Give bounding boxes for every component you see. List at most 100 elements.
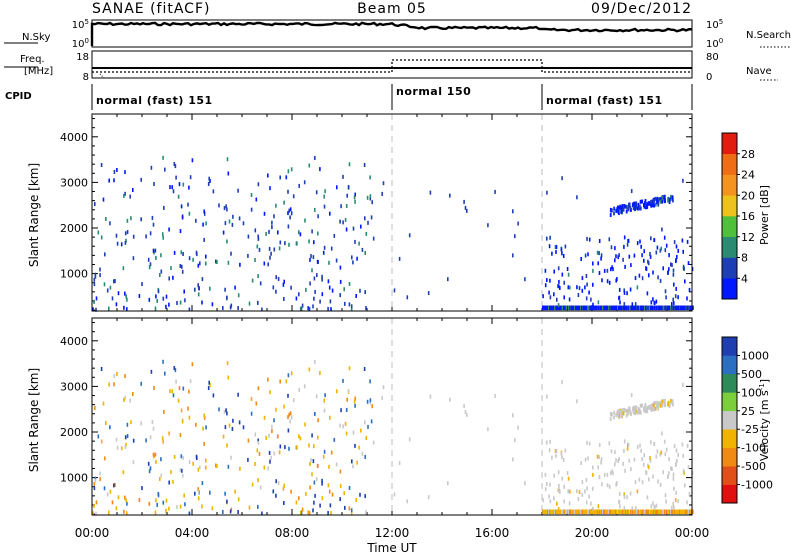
colorbar-tick-label: 24 [741,169,755,182]
colorbar-tick-label: 28 [741,148,755,161]
data-mark [564,448,567,453]
data-mark [592,261,594,266]
data-mark [557,507,560,512]
data-mark [643,407,645,411]
data-mark [288,208,290,213]
data-mark [662,305,664,311]
data-mark [330,307,332,312]
data-mark [662,266,664,271]
data-mark [675,462,677,466]
data-mark [309,257,311,262]
data-mark [569,305,571,311]
data-mark [588,494,590,499]
data-mark [307,510,309,515]
data-mark [600,460,602,465]
data-mark [622,461,624,466]
data-mark [162,500,165,505]
data-mark [659,403,662,408]
data-mark [132,460,135,465]
data-mark [271,429,273,434]
data-mark [675,305,677,311]
data-mark [671,195,674,200]
colorbar-swatch [722,174,737,196]
data-mark [636,206,639,211]
data-mark [321,292,324,297]
data-mark [312,508,314,513]
data-mark [179,433,182,438]
data-mark [667,305,669,311]
data-mark [617,409,619,414]
data-mark [317,418,319,423]
data-mark [364,455,366,459]
data-mark [319,167,321,172]
data-mark [549,499,552,504]
data-mark [198,286,200,291]
data-mark [345,431,348,436]
data-mark [218,407,220,412]
data-mark [347,185,350,189]
data-mark [623,448,625,453]
data-mark [321,277,323,282]
data-mark [225,204,227,209]
data-mark [308,307,311,312]
data-mark [661,195,663,200]
data-mark [103,486,106,491]
data-mark [596,454,599,459]
data-mark [656,449,659,454]
data-mark [632,509,634,515]
data-mark [314,289,316,294]
data-mark [323,449,326,454]
data-mark [634,305,636,311]
data-mark [581,480,584,485]
data-mark [312,459,315,464]
data-mark [99,471,101,476]
data-mark [597,504,600,509]
data-mark [365,231,368,236]
data-mark [632,409,635,414]
data-mark [553,292,555,297]
data-mark [633,305,635,311]
data-mark [323,204,326,209]
data-mark [610,267,612,272]
data-mark [592,268,594,273]
data-mark [641,403,644,408]
data-mark [215,463,217,468]
data-mark [346,193,348,198]
data-mark [565,305,567,311]
data-mark [645,305,647,311]
data-mark [627,411,629,416]
data-mark [621,509,623,515]
data-mark [623,408,625,412]
data-mark [310,458,312,463]
data-mark [161,232,164,237]
data-mark [231,222,234,227]
data-mark [336,185,338,190]
data-mark [191,158,194,163]
data-mark [514,438,516,443]
data-mark [194,287,196,292]
freq-left-tick-top: 18 [76,52,89,63]
data-mark [222,510,224,514]
data-mark [287,211,289,216]
data-mark [124,170,126,175]
data-mark [611,208,613,213]
data-mark [347,389,350,393]
data-mark [447,277,449,282]
data-mark [168,276,170,281]
data-mark [113,170,116,174]
data-mark [203,413,205,418]
data-mark [641,253,643,258]
data-mark [153,386,155,390]
data-mark [552,305,554,311]
data-mark [607,305,609,311]
data-mark [669,305,671,311]
data-mark [610,471,612,476]
data-mark [182,252,184,256]
data-mark [369,175,371,180]
data-mark [116,445,119,450]
data-mark [277,481,280,485]
data-mark [562,458,565,462]
data-mark [652,270,654,275]
data-mark [598,251,600,256]
data-mark [629,205,632,210]
